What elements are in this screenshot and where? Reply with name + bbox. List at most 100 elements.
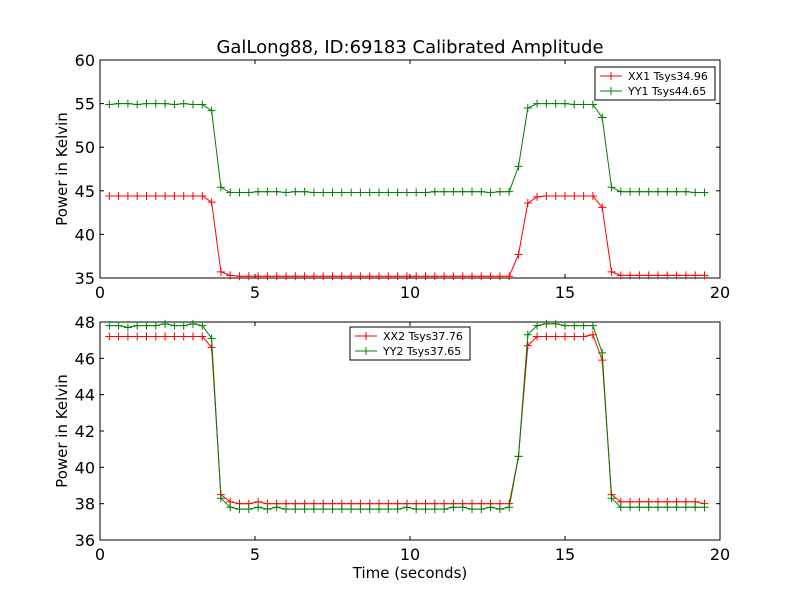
data-point bbox=[523, 341, 532, 350]
data-point bbox=[216, 183, 225, 192]
data-point bbox=[402, 272, 411, 281]
data-point bbox=[328, 505, 337, 514]
data-point bbox=[170, 321, 179, 330]
data-point bbox=[170, 332, 179, 341]
data-point bbox=[133, 332, 142, 341]
legend-label: XX2 Tsys37.76 bbox=[383, 330, 463, 343]
data-point bbox=[505, 503, 514, 512]
series-2 bbox=[105, 99, 709, 197]
data-point bbox=[421, 188, 430, 197]
x-tick-label: 20 bbox=[710, 545, 730, 564]
y-tick-label: 48 bbox=[75, 313, 95, 332]
data-point bbox=[700, 271, 709, 280]
data-point bbox=[523, 330, 532, 339]
data-point bbox=[161, 332, 170, 341]
data-point bbox=[635, 503, 644, 512]
data-point bbox=[561, 192, 569, 201]
data-point bbox=[347, 272, 356, 281]
data-point bbox=[384, 505, 393, 514]
data-point bbox=[142, 321, 151, 330]
data-point bbox=[356, 505, 365, 514]
data-point bbox=[430, 505, 439, 514]
data-point bbox=[179, 321, 188, 330]
data-point bbox=[151, 99, 160, 108]
data-point bbox=[123, 192, 132, 201]
data-point bbox=[468, 187, 476, 196]
data-point bbox=[635, 187, 644, 196]
data-point bbox=[235, 272, 244, 281]
data-point bbox=[644, 187, 653, 196]
data-point bbox=[551, 319, 560, 328]
data-point bbox=[142, 192, 151, 201]
data-point bbox=[402, 503, 411, 512]
y-tick-label: 60 bbox=[75, 51, 95, 70]
data-point bbox=[654, 187, 662, 196]
data-point bbox=[616, 187, 625, 196]
data-point bbox=[282, 505, 290, 514]
data-point bbox=[551, 99, 560, 108]
data-point bbox=[561, 332, 569, 341]
data-point bbox=[477, 187, 486, 196]
data-point bbox=[505, 272, 514, 281]
data-point bbox=[347, 505, 356, 514]
data-point bbox=[440, 272, 449, 281]
data-point bbox=[161, 192, 170, 201]
data-point bbox=[300, 187, 309, 196]
y-tick-label: 44 bbox=[75, 386, 95, 405]
data-point bbox=[616, 271, 625, 280]
data-point bbox=[626, 503, 635, 512]
data-point bbox=[514, 452, 523, 461]
data-point bbox=[254, 272, 263, 281]
data-point bbox=[198, 192, 207, 201]
data-point bbox=[114, 99, 123, 108]
data-point bbox=[328, 272, 337, 281]
data-point bbox=[105, 321, 114, 330]
data-point bbox=[551, 192, 560, 201]
data-point bbox=[486, 272, 495, 281]
data-point bbox=[635, 271, 644, 280]
data-point bbox=[579, 332, 588, 341]
data-point bbox=[226, 271, 235, 280]
data-point bbox=[551, 332, 560, 341]
data-point bbox=[337, 505, 346, 514]
data-point bbox=[226, 188, 235, 197]
data-point bbox=[356, 188, 365, 197]
data-point bbox=[663, 503, 672, 512]
data-point bbox=[365, 272, 374, 281]
data-point bbox=[282, 272, 290, 281]
data-point bbox=[691, 503, 700, 512]
data-point bbox=[347, 188, 356, 197]
data-point bbox=[421, 505, 430, 514]
legend-marker bbox=[607, 87, 615, 95]
x-tick-label: 20 bbox=[710, 283, 730, 302]
data-point bbox=[151, 192, 160, 201]
data-point bbox=[672, 187, 681, 196]
data-point bbox=[570, 100, 579, 109]
data-point bbox=[440, 505, 449, 514]
data-point bbox=[412, 505, 421, 514]
series-2 bbox=[105, 319, 709, 514]
data-point bbox=[412, 272, 421, 281]
x-tick-label: 0 bbox=[95, 545, 105, 564]
data-point bbox=[291, 187, 300, 196]
data-point bbox=[514, 162, 523, 171]
data-point bbox=[533, 321, 542, 330]
data-point bbox=[309, 505, 318, 514]
data-point bbox=[235, 188, 244, 197]
data-point bbox=[700, 503, 709, 512]
data-point bbox=[365, 505, 374, 514]
data-point bbox=[644, 503, 653, 512]
data-point bbox=[449, 503, 458, 512]
y-tick-label: 50 bbox=[75, 138, 95, 157]
legend-label: YY1 Tsys44.65 bbox=[627, 85, 706, 98]
data-point bbox=[226, 503, 235, 512]
data-point bbox=[495, 272, 504, 281]
data-point bbox=[607, 494, 616, 503]
data-point bbox=[123, 99, 132, 108]
y-axis-label: Power in Kelvin bbox=[53, 374, 71, 488]
data-point bbox=[430, 187, 439, 196]
legend-marker bbox=[607, 72, 615, 80]
data-point bbox=[151, 321, 160, 330]
x-tick-label: 15 bbox=[555, 283, 575, 302]
